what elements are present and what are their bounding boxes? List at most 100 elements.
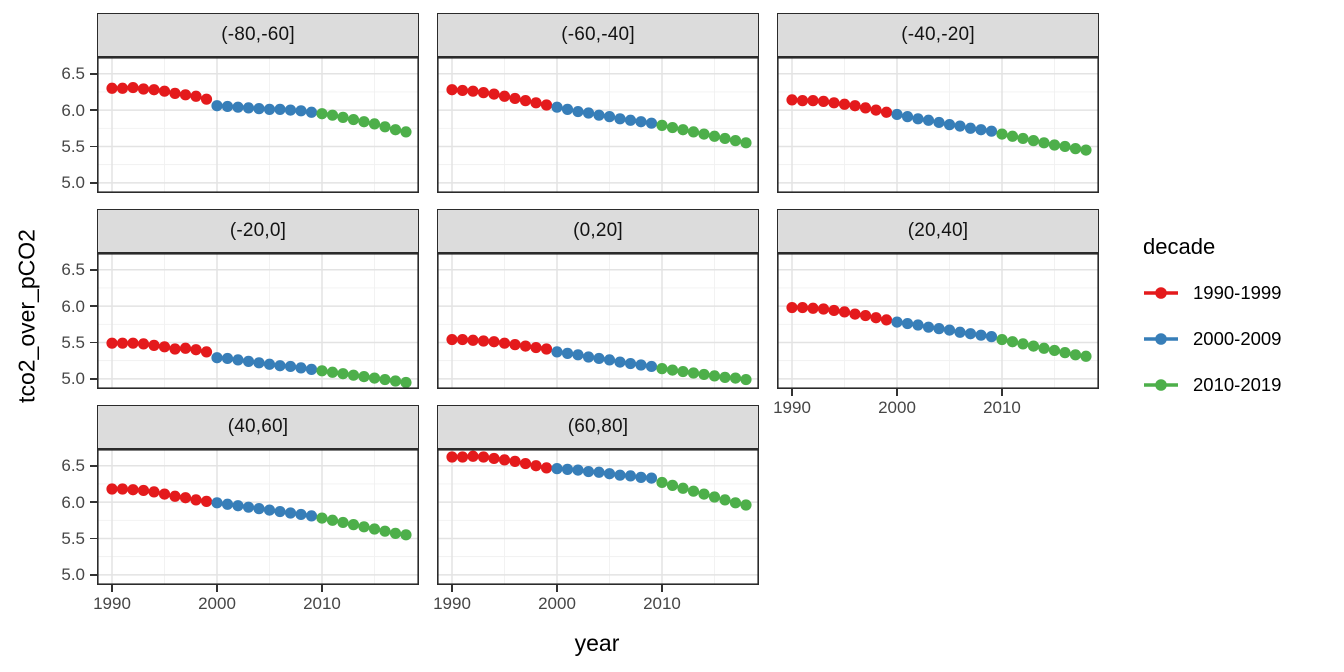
data-point [211, 497, 223, 509]
data-point [1069, 143, 1082, 155]
facet-strip-label: (-20,0] [229, 220, 287, 241]
data-point [116, 483, 129, 495]
legend-key-point [1155, 287, 1167, 299]
data-point [786, 301, 798, 314]
data-point [347, 369, 360, 381]
data-point [912, 319, 924, 331]
data-point [943, 324, 956, 336]
data-point [358, 371, 370, 383]
data-point [1080, 144, 1092, 156]
data-point [347, 113, 360, 126]
data-point [624, 470, 637, 482]
x-tick-label: 1990 [433, 594, 471, 613]
data-point [740, 499, 752, 511]
x-tick-label: 2000 [878, 398, 916, 417]
data-point [1038, 342, 1050, 354]
y-tick-label: 6.0 [61, 492, 85, 512]
data-point [263, 103, 276, 115]
facet-strip-label: (-80,-60] [221, 24, 295, 45]
x-tick-mark [556, 585, 558, 592]
data-point [901, 317, 914, 330]
facet-strip-label: (-60,-40] [561, 24, 635, 45]
data-point [467, 450, 479, 462]
data-point [190, 494, 202, 506]
data-point [740, 373, 752, 386]
legend-title: decade [1143, 234, 1216, 259]
facet-panel [97, 57, 419, 193]
legend-key-icon [1144, 333, 1178, 345]
data-point [400, 376, 412, 389]
data-point [106, 483, 118, 495]
data-point [1006, 130, 1019, 142]
data-point [106, 82, 118, 94]
data-point [838, 306, 851, 318]
data-point [1069, 349, 1082, 361]
data-point [190, 344, 202, 356]
facet-strip: (-20,0] [97, 209, 419, 253]
y-tick-mark [90, 182, 97, 184]
data-point [456, 451, 469, 463]
data-point [807, 302, 819, 314]
data-point [996, 333, 1008, 346]
y-tick-label: 5.5 [61, 136, 85, 156]
data-point [221, 498, 234, 510]
data-point [582, 465, 595, 478]
data-point [253, 357, 265, 369]
panel-border [97, 253, 419, 389]
legend-item: 1990-1999 [1143, 276, 1281, 310]
data-point [1027, 135, 1040, 147]
data-point [954, 120, 966, 132]
data-point [477, 87, 490, 99]
data-point [719, 371, 731, 383]
data-point [467, 85, 479, 97]
facet-strip: (20,40] [777, 209, 1099, 253]
data-point [870, 312, 882, 324]
data-point [729, 497, 742, 509]
data-point [891, 108, 903, 121]
legend-key-icon [1144, 379, 1178, 391]
y-tick-label: 6.5 [61, 260, 85, 280]
data-point [880, 314, 893, 326]
data-point [498, 337, 511, 349]
y-tick-mark [90, 501, 97, 503]
data-point [242, 501, 255, 513]
panel-border [97, 57, 419, 193]
data-point [698, 368, 710, 381]
data-point [666, 479, 679, 491]
data-point [519, 95, 532, 107]
data-point [996, 128, 1008, 140]
data-point [551, 101, 563, 113]
x-tick-label: 2000 [198, 594, 236, 613]
data-point [698, 488, 710, 500]
data-point [368, 372, 381, 384]
data-point [817, 303, 830, 315]
y-tick-mark [90, 574, 97, 576]
data-point [593, 109, 605, 121]
x-tick-label: 2000 [538, 594, 576, 613]
legend-item-label: 2010-2019 [1193, 374, 1282, 395]
data-point [190, 90, 202, 102]
data-point [200, 93, 213, 105]
legend-key-icon [1144, 287, 1178, 299]
y-tick-mark [90, 464, 97, 467]
data-point [593, 466, 605, 478]
data-point [859, 102, 872, 114]
data-point [179, 89, 192, 101]
data-point [1038, 137, 1050, 149]
panel-border [97, 449, 419, 585]
data-point [551, 346, 563, 358]
data-point [849, 308, 861, 320]
data-point [975, 124, 987, 136]
data-point [284, 360, 297, 373]
data-point [232, 500, 244, 512]
data-point [127, 81, 139, 94]
data-point [635, 116, 647, 128]
data-point [274, 505, 286, 518]
y-tick-label: 5.0 [61, 369, 85, 389]
data-point [295, 105, 307, 117]
data-point [379, 373, 391, 386]
data-point [729, 135, 742, 147]
data-point [316, 108, 328, 120]
data-point [477, 451, 490, 463]
data-point [540, 343, 553, 355]
